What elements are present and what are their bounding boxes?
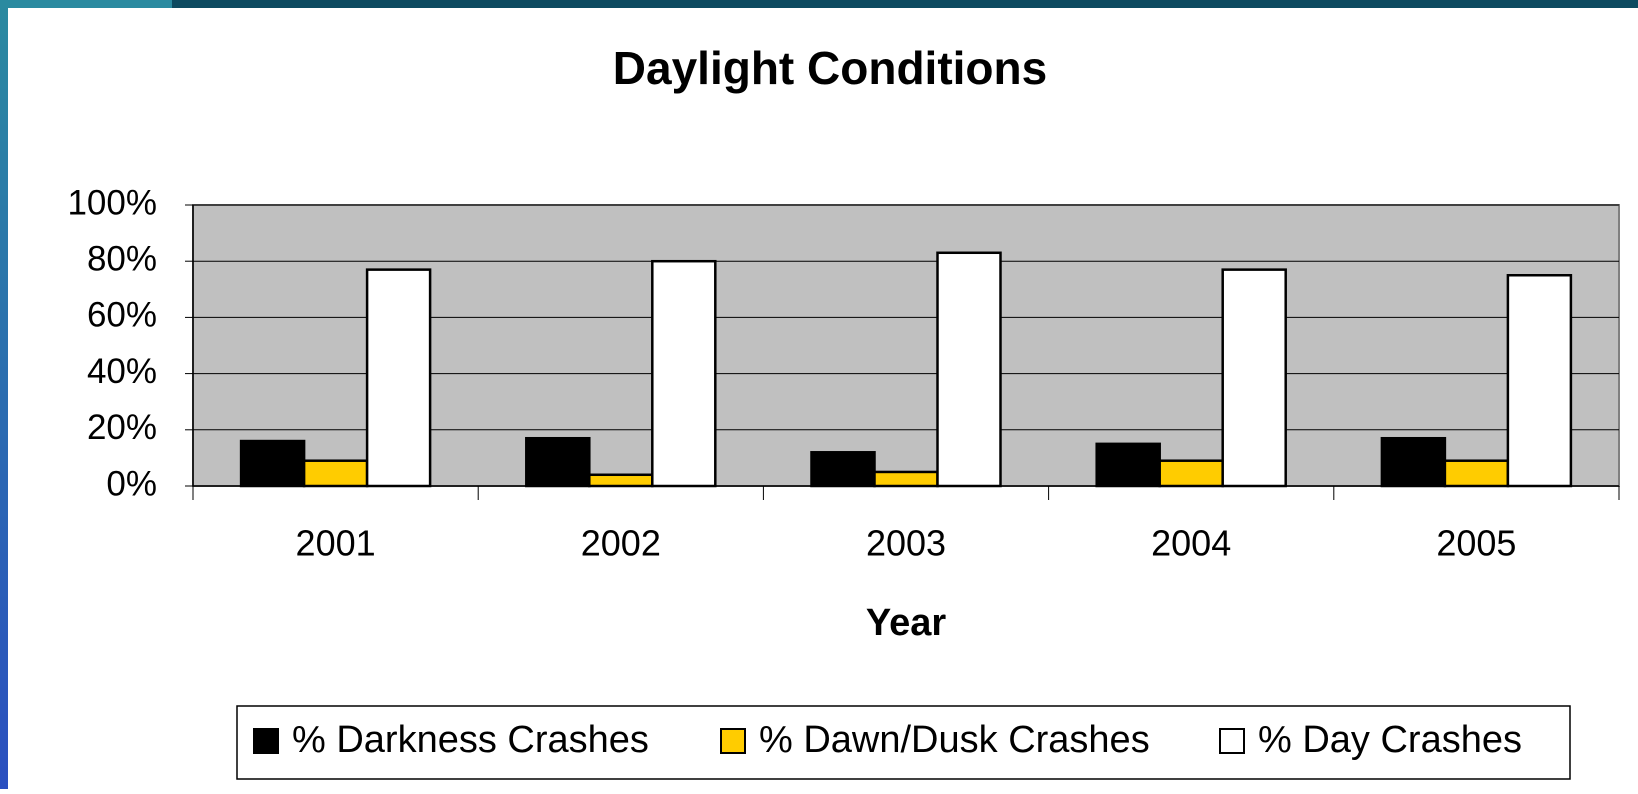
y-tick-label: 0% — [106, 464, 157, 503]
y-tick-label: 20% — [87, 408, 157, 447]
bar — [810, 451, 876, 488]
legend-label: % Day Crashes — [1258, 719, 1522, 761]
bar — [1506, 274, 1573, 488]
chart-title: Daylight Conditions — [613, 42, 1047, 94]
y-tick-label: 100% — [67, 183, 157, 222]
bar — [1221, 268, 1287, 488]
bar — [302, 459, 369, 488]
bar — [365, 268, 432, 488]
bar — [1380, 436, 1447, 488]
legend-swatch — [1219, 728, 1245, 754]
bar — [588, 473, 654, 488]
legend-swatch — [253, 728, 279, 754]
x-tick-label: 2004 — [1151, 523, 1231, 564]
bar — [651, 259, 717, 488]
legend-swatch — [720, 728, 746, 754]
x-tick-label: 2002 — [581, 523, 661, 564]
bar — [525, 436, 591, 488]
top-frame — [0, 0, 1638, 8]
x-tick-label: 2001 — [296, 523, 376, 564]
bar — [1443, 459, 1510, 488]
x-tick-label: 2005 — [1436, 523, 1516, 564]
bar — [1095, 442, 1161, 488]
bar — [873, 470, 939, 488]
y-tick-label: 60% — [87, 296, 157, 335]
bar — [936, 251, 1002, 488]
legend-label: % Dawn/Dusk Crashes — [759, 719, 1150, 761]
x-tick-label: 2003 — [866, 523, 946, 564]
legend-box — [236, 705, 1571, 780]
y-tick-label: 80% — [87, 239, 157, 278]
bar — [1158, 459, 1224, 488]
top-frame-accent — [0, 0, 172, 8]
left-frame — [0, 0, 8, 789]
bar — [239, 439, 306, 488]
legend-label: % Darkness Crashes — [292, 719, 649, 761]
x-axis-title: Year — [866, 602, 947, 644]
y-tick-label: 40% — [87, 352, 157, 391]
